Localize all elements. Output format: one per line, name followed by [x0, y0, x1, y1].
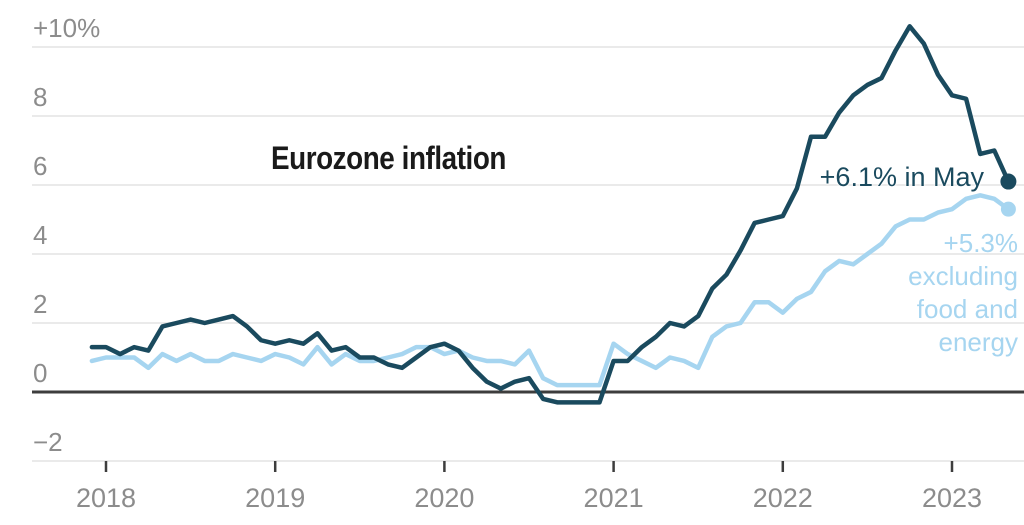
core-inflation-excluding-food-and-energy-end-dot: [1000, 201, 1016, 217]
core-annotation-desc-line3: energy: [938, 327, 1019, 357]
chart-title: Eurozone inflation: [271, 140, 506, 176]
y-axis-label: 6: [33, 151, 47, 181]
headline-annotation: +6.1% in May: [819, 162, 984, 192]
x-axis-label: 2023: [922, 483, 982, 513]
y-axis-label: 8: [33, 82, 47, 112]
core-inflation-excluding-food-and-energy-line: [89, 193, 1011, 388]
x-axis-label: 2020: [414, 483, 474, 513]
x-axis-label: 2021: [584, 483, 644, 513]
x-axis-label: 2022: [753, 483, 813, 513]
y-axis-label: −2: [33, 427, 63, 457]
core-annotation-desc-line1: excluding: [908, 261, 1018, 291]
core-annotation-desc-line2: food and: [916, 294, 1018, 324]
core-annotation-value: +5.3%: [943, 228, 1018, 258]
y-axis-label: +10%: [33, 13, 100, 43]
y-axis-label: 2: [33, 289, 47, 319]
y-axis-label: 4: [33, 220, 47, 250]
x-axis-label: 2019: [245, 483, 305, 513]
core-annotation: +5.3% excluding food and energy: [908, 227, 1018, 359]
x-axis-label: 2018: [76, 483, 136, 513]
y-axis-label: 0: [33, 358, 47, 388]
headline-inflation-line: [89, 24, 1011, 405]
headline-inflation-end-dot: [1000, 173, 1017, 190]
